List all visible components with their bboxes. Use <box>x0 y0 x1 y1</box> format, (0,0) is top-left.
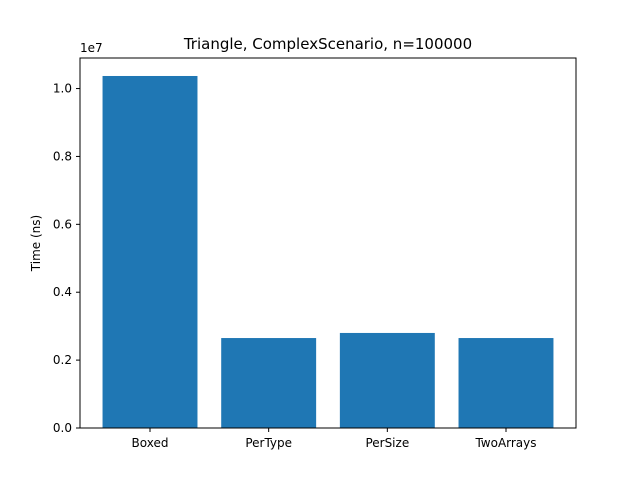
bar-persize <box>339 332 435 428</box>
y-tick-label: 0.2 <box>53 353 72 367</box>
x-tick-label: PerSize <box>365 436 409 450</box>
bar-boxed <box>102 75 198 429</box>
plot-frame <box>79 57 577 429</box>
x-tick-label: Boxed <box>132 436 169 450</box>
y-tick-label: 0.0 <box>53 421 72 435</box>
bar-twoarrays <box>458 338 554 428</box>
x-axis-ticks: Boxed PerType PerSize TwoArrays <box>132 428 537 450</box>
y-axis-label: Time (ns) <box>29 215 43 272</box>
y-axis-scale-label: 1e7 <box>80 41 103 55</box>
bars-group <box>102 75 554 429</box>
y-tick-label: 0.6 <box>53 217 72 231</box>
y-tick-label: 1.0 <box>53 82 72 96</box>
x-tick-label: PerType <box>245 436 292 450</box>
chart-title: Triangle, ComplexScenario, n=100000 <box>183 35 472 53</box>
y-axis-ticks: 0.0 0.2 0.4 0.6 0.8 1.0 <box>53 82 80 435</box>
y-tick-label: 0.8 <box>53 149 72 163</box>
x-tick-label: TwoArrays <box>474 436 536 450</box>
bar-pertype <box>221 338 317 428</box>
y-tick-label: 0.4 <box>53 285 72 299</box>
